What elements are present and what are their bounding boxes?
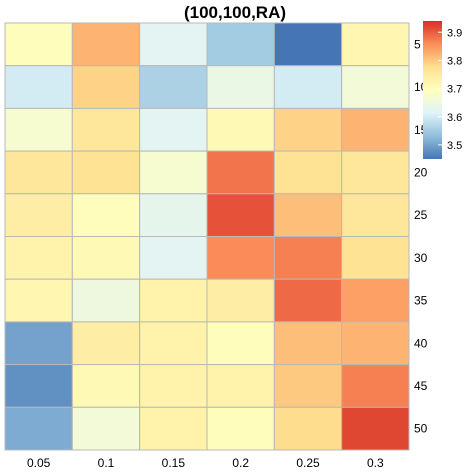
heatmap-cell-30-0.1 xyxy=(71,236,141,280)
legend-tick-label: 3.6 xyxy=(447,112,462,124)
heatmap-cell-45-0.05 xyxy=(4,364,73,408)
heatmap-cell-50-0.2 xyxy=(206,406,275,451)
heatmap-cell-5-0.3 xyxy=(341,22,410,67)
heatmap-cell-35-0.1 xyxy=(71,278,141,323)
heatmap-cell-30-0.25 xyxy=(273,236,343,280)
y-tick-label: 20 xyxy=(414,165,428,179)
heatmap-cell-25-0.3 xyxy=(341,193,410,238)
heatmap-cells xyxy=(4,22,410,451)
legend-color-bar xyxy=(423,21,442,159)
y-tick-label: 30 xyxy=(414,251,428,265)
heatmap-cell-15-0.15 xyxy=(139,107,208,152)
heatmap-cell-50-0.05 xyxy=(4,406,73,451)
heatmap-cell-10-0.2 xyxy=(206,65,275,109)
heatmap-cell-15-0.25 xyxy=(273,107,343,152)
heatmap-cell-40-0.15 xyxy=(139,321,208,366)
x-axis-labels: 0.05 0.1 0.15 0.2 0.25 0.3 xyxy=(27,456,384,470)
legend-tick-label: 3.5 xyxy=(447,140,462,152)
y-tick-label: 35 xyxy=(414,294,428,308)
heatmap-cell-35-0.2 xyxy=(206,278,275,323)
x-tick-label: 0.3 xyxy=(367,456,384,470)
heatmap-cell-25-0.15 xyxy=(139,193,208,238)
heatmap-cell-20-0.15 xyxy=(139,150,208,195)
heatmap-cell-20-0.1 xyxy=(71,150,141,195)
heatmap-cell-15-0.1 xyxy=(71,107,141,152)
heatmap-cell-30-0.2 xyxy=(206,236,275,280)
legend-tick-label: 3.8 xyxy=(447,55,462,67)
heatmap-cell-35-0.25 xyxy=(273,278,343,323)
heatmap-cell-40-0.1 xyxy=(71,321,141,366)
heatmap-cell-40-0.3 xyxy=(341,321,410,366)
heatmap-cell-40-0.25 xyxy=(273,321,343,366)
heatmap-cell-5-0.1 xyxy=(71,22,141,67)
heatmap-cell-25-0.25 xyxy=(273,193,343,238)
heatmap-cell-45-0.25 xyxy=(273,364,343,408)
heatmap-cell-25-0.2 xyxy=(206,193,275,238)
heatmap-cell-20-0.05 xyxy=(4,150,73,195)
heatmap-cell-35-0.3 xyxy=(341,278,410,323)
heatmap-cell-20-0.3 xyxy=(341,150,410,195)
heatmap-cell-20-0.25 xyxy=(273,150,343,195)
heatmap-cell-30-0.05 xyxy=(4,236,73,280)
heatmap-cell-30-0.15 xyxy=(139,236,208,280)
heatmap-cell-15-0.2 xyxy=(206,107,275,152)
heatmap-cell-40-0.05 xyxy=(4,321,73,366)
y-tick-label: 5 xyxy=(414,37,421,51)
y-tick-label: 40 xyxy=(414,336,428,350)
heatmap-cell-15-0.05 xyxy=(4,107,73,152)
heatmap-cell-10-0.3 xyxy=(341,65,410,109)
heatmap-cell-10-0.05 xyxy=(4,65,73,109)
heatmap-cell-30-0.3 xyxy=(341,236,410,280)
y-tick-label: 25 xyxy=(414,208,428,222)
heatmap-cell-50-0.1 xyxy=(71,406,141,451)
heatmap-cell-20-0.2 xyxy=(206,150,275,195)
y-tick-label: 45 xyxy=(414,379,428,393)
heatmap-cell-5-0.2 xyxy=(206,22,275,67)
heatmap-cell-50-0.3 xyxy=(341,406,410,451)
heatmap-cell-5-0.05 xyxy=(4,22,73,67)
x-tick-label: 0.2 xyxy=(232,456,249,470)
heatmap-cell-5-0.15 xyxy=(139,22,208,67)
legend-tick-label: 3.9 xyxy=(447,27,462,39)
heatmap-cell-35-0.05 xyxy=(4,278,73,323)
heatmap-cell-15-0.3 xyxy=(341,107,410,152)
heatmap-cell-40-0.2 xyxy=(206,321,275,366)
heatmap-cell-35-0.15 xyxy=(139,278,208,323)
heatmap-cell-25-0.1 xyxy=(71,193,141,238)
x-tick-label: 0.05 xyxy=(27,456,51,470)
color-legend: 3.5 3.6 3.7 3.8 3.9 xyxy=(423,21,462,159)
heatmap-cell-45-0.1 xyxy=(71,364,141,408)
heatmap-cell-10-0.1 xyxy=(71,65,141,109)
x-tick-label: 0.25 xyxy=(296,456,320,470)
chart-title: (100,100,RA) xyxy=(184,3,286,22)
heatmap-cell-10-0.25 xyxy=(273,65,343,109)
legend-tick-label: 3.7 xyxy=(447,84,462,96)
heatmap-cell-25-0.05 xyxy=(4,193,73,238)
y-tick-label: 50 xyxy=(414,422,428,436)
heatmap-cell-50-0.25 xyxy=(273,406,343,451)
heatmap-cell-50-0.15 xyxy=(139,406,208,451)
heatmap-cell-45-0.15 xyxy=(139,364,208,408)
heatmap-cell-45-0.2 xyxy=(206,364,275,408)
heatmap-cell-45-0.3 xyxy=(341,364,410,408)
x-tick-label: 0.1 xyxy=(98,456,115,470)
heatmap-cell-10-0.15 xyxy=(139,65,208,109)
heatmap-cell-5-0.25 xyxy=(273,22,343,67)
x-tick-label: 0.15 xyxy=(162,456,186,470)
